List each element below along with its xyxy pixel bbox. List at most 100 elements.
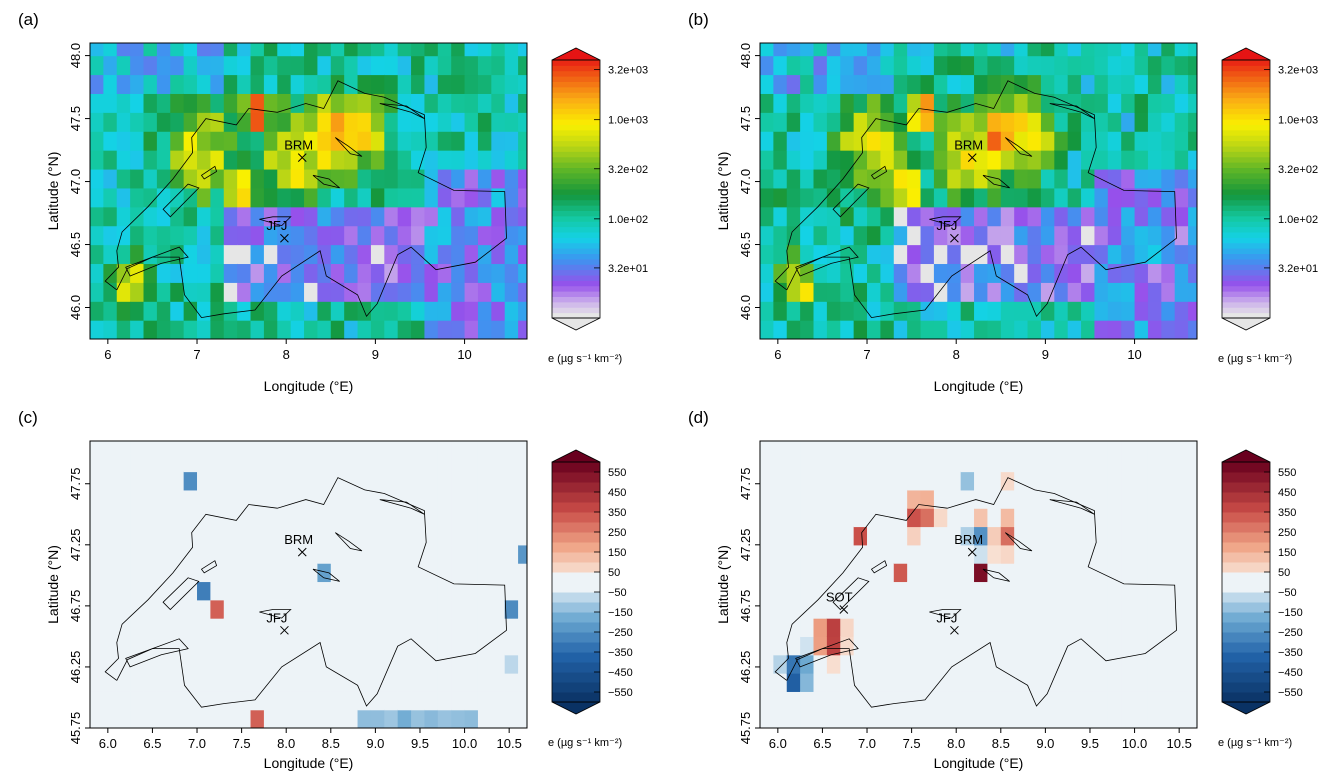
cell xyxy=(1161,187,1176,208)
cell xyxy=(1161,263,1176,283)
cell xyxy=(183,93,198,113)
colorbar-segment xyxy=(552,592,600,603)
cell xyxy=(947,244,962,265)
cell xyxy=(451,544,466,564)
cell xyxy=(960,93,975,113)
cell xyxy=(1188,187,1197,208)
cell xyxy=(384,112,399,132)
cell xyxy=(947,320,962,339)
panel-label: (d) xyxy=(688,408,709,427)
station-marker-icon xyxy=(280,625,289,635)
cell xyxy=(947,544,962,564)
cell xyxy=(920,489,935,509)
cell xyxy=(504,526,519,546)
cell xyxy=(143,489,158,509)
cell xyxy=(170,282,185,302)
y-tick-label: 46.25 xyxy=(68,651,83,684)
cell xyxy=(1081,244,1096,265)
colorbar-segment xyxy=(1222,172,1270,179)
cell xyxy=(424,508,439,528)
cell xyxy=(1000,225,1015,246)
cell xyxy=(1067,263,1082,283)
cell xyxy=(760,441,774,454)
cell xyxy=(893,263,908,283)
cell xyxy=(840,93,855,113)
cell xyxy=(960,453,975,473)
cell xyxy=(277,43,292,57)
cell xyxy=(1121,599,1136,619)
cell xyxy=(880,471,895,491)
cell xyxy=(813,206,828,227)
cell xyxy=(1000,263,1015,283)
cell xyxy=(130,618,145,638)
cell xyxy=(130,43,145,57)
x-axis-label: Longitude (°E) xyxy=(264,378,354,394)
cell xyxy=(960,654,975,674)
cell xyxy=(920,453,935,473)
cell xyxy=(1014,55,1029,76)
cell xyxy=(1174,301,1189,321)
cell xyxy=(1161,709,1176,728)
cell xyxy=(491,55,506,76)
cell xyxy=(170,225,185,246)
y-axis-label: Latitude (°N) xyxy=(45,152,61,231)
country-border xyxy=(774,80,1177,319)
cell xyxy=(183,691,198,711)
cell xyxy=(197,301,211,321)
cell xyxy=(1174,150,1189,170)
colorbar-tick-label: 150 xyxy=(1278,547,1296,559)
cell xyxy=(90,581,104,601)
cell xyxy=(1174,581,1189,601)
colorbar-segment xyxy=(552,582,600,593)
cell xyxy=(411,168,426,189)
cell xyxy=(491,187,506,208)
cell xyxy=(411,74,426,94)
cell xyxy=(183,599,198,619)
cell xyxy=(477,526,492,546)
cell xyxy=(987,471,1002,491)
cell xyxy=(263,673,278,692)
cell xyxy=(960,131,975,151)
cell xyxy=(477,709,492,728)
cell xyxy=(960,55,975,76)
cell xyxy=(90,654,104,674)
cell xyxy=(880,691,895,711)
colorbar-segment xyxy=(552,108,600,115)
cell xyxy=(370,691,385,711)
cell xyxy=(183,263,198,283)
cell xyxy=(116,282,131,302)
cell xyxy=(344,150,359,170)
x-tick-label: 6.5 xyxy=(143,736,161,751)
cell xyxy=(518,581,527,601)
cell xyxy=(290,471,305,491)
cell xyxy=(933,301,948,321)
cell xyxy=(504,320,519,339)
colorbar-segment xyxy=(1222,76,1270,82)
cell xyxy=(893,599,908,619)
cell xyxy=(130,187,145,208)
cell xyxy=(1147,526,1162,546)
cell xyxy=(237,93,252,113)
cell xyxy=(464,206,479,227)
cell xyxy=(1121,320,1136,339)
cell xyxy=(477,563,492,583)
cell xyxy=(90,301,104,321)
cell xyxy=(840,112,855,132)
cell xyxy=(411,282,426,302)
cell xyxy=(1040,150,1055,170)
y-tick-label: 47.75 xyxy=(68,467,83,500)
cell xyxy=(130,55,145,76)
cell xyxy=(773,206,788,227)
cell xyxy=(424,206,439,227)
cell xyxy=(317,131,332,151)
colorbar-segment xyxy=(1222,92,1270,99)
cell xyxy=(853,691,868,711)
cell xyxy=(250,508,265,528)
cell xyxy=(880,150,895,170)
cell xyxy=(826,74,841,94)
cell xyxy=(800,544,815,564)
cell xyxy=(1188,563,1197,583)
cell xyxy=(210,709,225,728)
cell xyxy=(1067,471,1082,491)
cell xyxy=(397,709,412,728)
